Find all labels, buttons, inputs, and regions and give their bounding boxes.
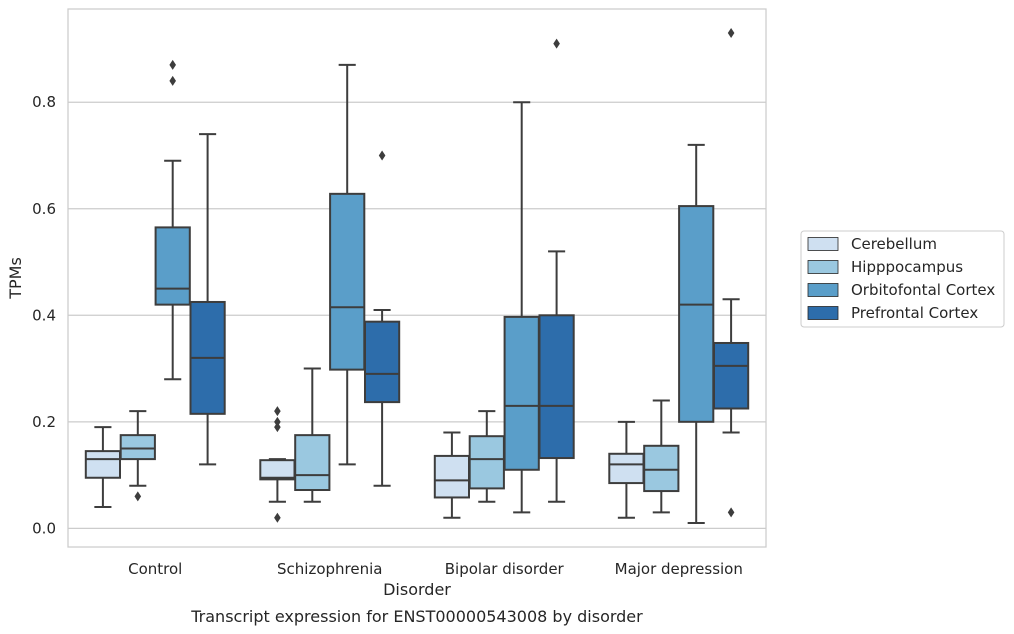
y-tick-label: 0.6 [32, 200, 56, 218]
box [84, 426, 122, 509]
box [329, 63, 366, 466]
outlier-point [274, 416, 281, 427]
legend-frame [800, 230, 1005, 328]
box [503, 101, 540, 514]
box [468, 410, 505, 503]
box-body [119, 434, 156, 461]
outlier-point [378, 150, 386, 161]
box [712, 27, 750, 518]
box-body [643, 444, 680, 493]
legend-label: Hipppocampus [851, 258, 963, 276]
y-tick-label: 0.4 [32, 306, 56, 324]
box-body [503, 315, 540, 471]
y-tick-labels: 0.0 0.2 0.4 0.6 0.8 [32, 93, 56, 537]
box [608, 420, 645, 519]
box [189, 133, 226, 466]
box [363, 150, 401, 487]
x-axis-label: Disorder [383, 580, 451, 599]
box [259, 406, 296, 523]
box [119, 410, 156, 502]
box [538, 38, 575, 503]
box-body [433, 454, 471, 499]
x-tick-label: Control [128, 560, 182, 578]
outlier-point [553, 38, 560, 49]
outlier-point [274, 406, 281, 417]
y-tick-label: 0.2 [32, 413, 56, 431]
box-body [712, 341, 750, 410]
box-body [259, 459, 296, 481]
x-tick-label: Major depression [615, 560, 743, 578]
legend-swatch [807, 237, 839, 251]
legend-swatch [807, 283, 839, 297]
x-tick-labels: Control Schizophrenia Bipolar disorder Majo… [128, 560, 743, 578]
box-body [329, 192, 366, 371]
box-body [538, 314, 575, 460]
outlier-point [274, 422, 281, 433]
box [294, 367, 331, 503]
outlier-point [169, 59, 176, 70]
legend: Cerebellum Hipppocampus Orbitofontal Corte… [800, 230, 1005, 328]
box-body [363, 320, 401, 404]
box-body [678, 205, 715, 423]
x-tick-label: Bipolar disorder [445, 560, 565, 578]
y-axis-label: TPMs [6, 257, 25, 300]
box [643, 399, 680, 514]
legend-swatch [807, 306, 839, 320]
y-tick-label: 0.8 [32, 93, 56, 111]
plot-frame [67, 8, 767, 548]
box-body [294, 434, 331, 492]
box-body [468, 435, 505, 490]
boxes [84, 27, 750, 525]
box [678, 143, 715, 525]
x-tick-label: Schizophrenia [277, 560, 382, 578]
legend-swatch [807, 260, 839, 274]
outlier-point [134, 491, 142, 502]
box-body [84, 450, 122, 479]
box-body [154, 226, 191, 306]
outlier-point [727, 507, 735, 518]
legend-label: Cerebellum [851, 235, 937, 253]
gridlines [68, 101, 766, 529]
box-body [608, 452, 645, 485]
y-tick-label: 0.0 [32, 519, 56, 537]
box [154, 59, 191, 381]
legend-label: Prefrontal Cortex [851, 304, 978, 322]
legend-label: Orbitofontal Cortex [851, 281, 995, 299]
outlier-point [727, 27, 735, 38]
outlier-point [274, 512, 281, 523]
box [433, 431, 471, 519]
outlier-point [169, 75, 176, 86]
chart-title: Transcript expression for ENST0000054300… [190, 607, 643, 626]
